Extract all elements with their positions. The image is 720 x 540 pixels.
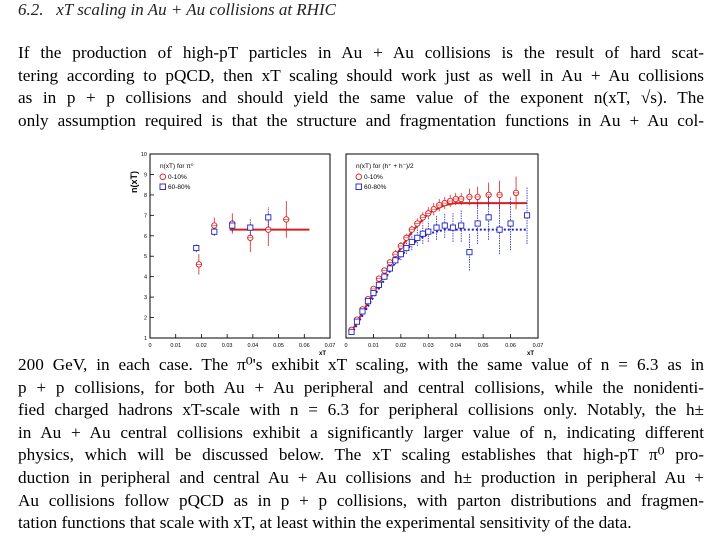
section-title: 6.2. xT scaling in Au + Au collisions at… (18, 0, 336, 20)
legend-marker (159, 183, 166, 190)
text-line: If the production of high-pT particles i… (18, 43, 704, 62)
data-point (458, 222, 465, 229)
data-point (466, 249, 473, 256)
data-point (359, 308, 366, 315)
x-tick-label: 0 (344, 343, 347, 349)
data-point (414, 234, 421, 241)
fit-curve (350, 202, 528, 333)
section-number: 6.2. (18, 0, 44, 19)
data-point (425, 228, 432, 235)
x-tick-label: 0.04 (450, 343, 461, 349)
chart-panel-hadrons: 0 0.01 0.02 0.03 0.04 0.05 0.06 0.07 xT n(xT) for… (344, 153, 544, 357)
x-tick-label: 0.05 (273, 343, 284, 349)
y-tick-label: 2 (144, 316, 147, 322)
x-tick-label: 0.02 (395, 343, 406, 349)
data-point (523, 212, 531, 219)
x-tick-label: 0.06 (299, 343, 310, 349)
x-tick-label: 0.06 (505, 343, 516, 349)
data-point (433, 224, 440, 231)
text-line: Au collisions follow pQCD as in p + p co… (18, 490, 704, 510)
legend-marker (159, 173, 167, 181)
text-line: as in p + p collisions and should yield … (18, 88, 704, 108)
y-axis-label: n(xT) (129, 171, 139, 193)
data-point (370, 289, 377, 297)
y-tick-label: 5 (144, 254, 147, 260)
text-line: physics, which will be discussed below. … (18, 445, 704, 465)
x-tick-label: 0.07 (533, 343, 544, 349)
x-tick-label: 0 (148, 343, 151, 349)
data-point (397, 251, 404, 258)
section-heading: xT scaling in Au + Au collisions at RHIC (56, 0, 336, 19)
figure-nxt-plots: 0 0.01 0.02 0.03 0.04 0.05 0.06 0.07 1 2 3 4 5 6 7 8 9 10… (129, 152, 544, 357)
y-tick-label: 8 (144, 193, 147, 199)
data-point (441, 222, 448, 229)
y-tick-label: 1 (144, 336, 147, 342)
paragraph-top: If the production of high-pT particles i… (18, 42, 704, 132)
data-point (375, 281, 382, 288)
x-tick-label: 0.02 (196, 343, 207, 349)
data-point (265, 214, 272, 221)
text-line: in Au + Au central collisions exhibit a … (18, 422, 704, 442)
x-tick-label: 0.01 (368, 343, 379, 349)
data-point (403, 244, 410, 252)
data-point (392, 257, 399, 264)
text-line: 200 GeV, in each case. The π⁰'s exhibit … (18, 355, 704, 374)
y-tick-label: 7 (144, 213, 147, 219)
data-point (348, 328, 355, 335)
y-tick-label: 4 (144, 275, 147, 281)
y-tick-label: 10 (141, 152, 147, 158)
text-line: p + p collisions, for both Au + Au perip… (18, 377, 704, 397)
plot-frame (149, 153, 331, 339)
data-point (211, 228, 218, 235)
y-tick-label: 9 (144, 172, 147, 178)
plot-frame (345, 153, 539, 339)
legend-label: 0-10% (364, 174, 383, 181)
x-tick-label: 0.03 (222, 343, 233, 349)
x-tick-label: 0.03 (423, 343, 434, 349)
data-point (193, 244, 200, 252)
x-tick-label: 0.01 (170, 343, 181, 349)
paragraph-bottom: 200 GeV, in each case. The π⁰'s exhibit … (18, 354, 704, 535)
data-point (381, 273, 388, 280)
data-point (386, 265, 393, 272)
x-axis-label: xT (319, 351, 326, 357)
data-point (353, 318, 361, 325)
legend-marker (355, 173, 363, 181)
y-tick-label: 3 (144, 295, 147, 301)
data-point (507, 220, 514, 227)
fit-curve (350, 228, 528, 335)
data-point (229, 222, 236, 229)
x-tick-label: 0.05 (478, 343, 489, 349)
data-point (474, 220, 481, 227)
data-point (364, 298, 371, 305)
data-point (408, 238, 415, 245)
data-point (485, 214, 492, 221)
legend-title: n(xT) for π⁰ (160, 163, 194, 170)
data-point (449, 224, 457, 231)
legend-label: 60-80% (168, 184, 191, 191)
chart-panel-pi0: 0 0.01 0.02 0.03 0.04 0.05 0.06 0.07 1 2 3 4 5 6 7 8 9 10… (129, 152, 335, 357)
data-point (496, 226, 503, 233)
legend-label: 0-10% (168, 174, 187, 181)
x-axis-label: xT (527, 351, 534, 357)
x-tick-label: 0.07 (325, 343, 336, 349)
text-line: fied charged hadrons xT-scale with n = 6… (18, 400, 704, 420)
data-point (419, 230, 426, 237)
data-point (247, 224, 254, 231)
y-tick-label: 6 (144, 234, 147, 240)
legend-label: 60-80% (364, 184, 387, 191)
x-tick-label: 0.04 (247, 343, 258, 349)
text-line: tering according to pQCD, then xT scalin… (18, 65, 704, 85)
text-line: duction in peripheral and central Au + A… (18, 467, 704, 487)
text-line: only assumption required is that the str… (18, 110, 704, 130)
text-line: tation functions that scale with xT, at … (18, 513, 632, 533)
legend-title: n(xT) for (h⁺ + h⁻)/2 (356, 163, 414, 170)
legend-marker (355, 183, 362, 190)
